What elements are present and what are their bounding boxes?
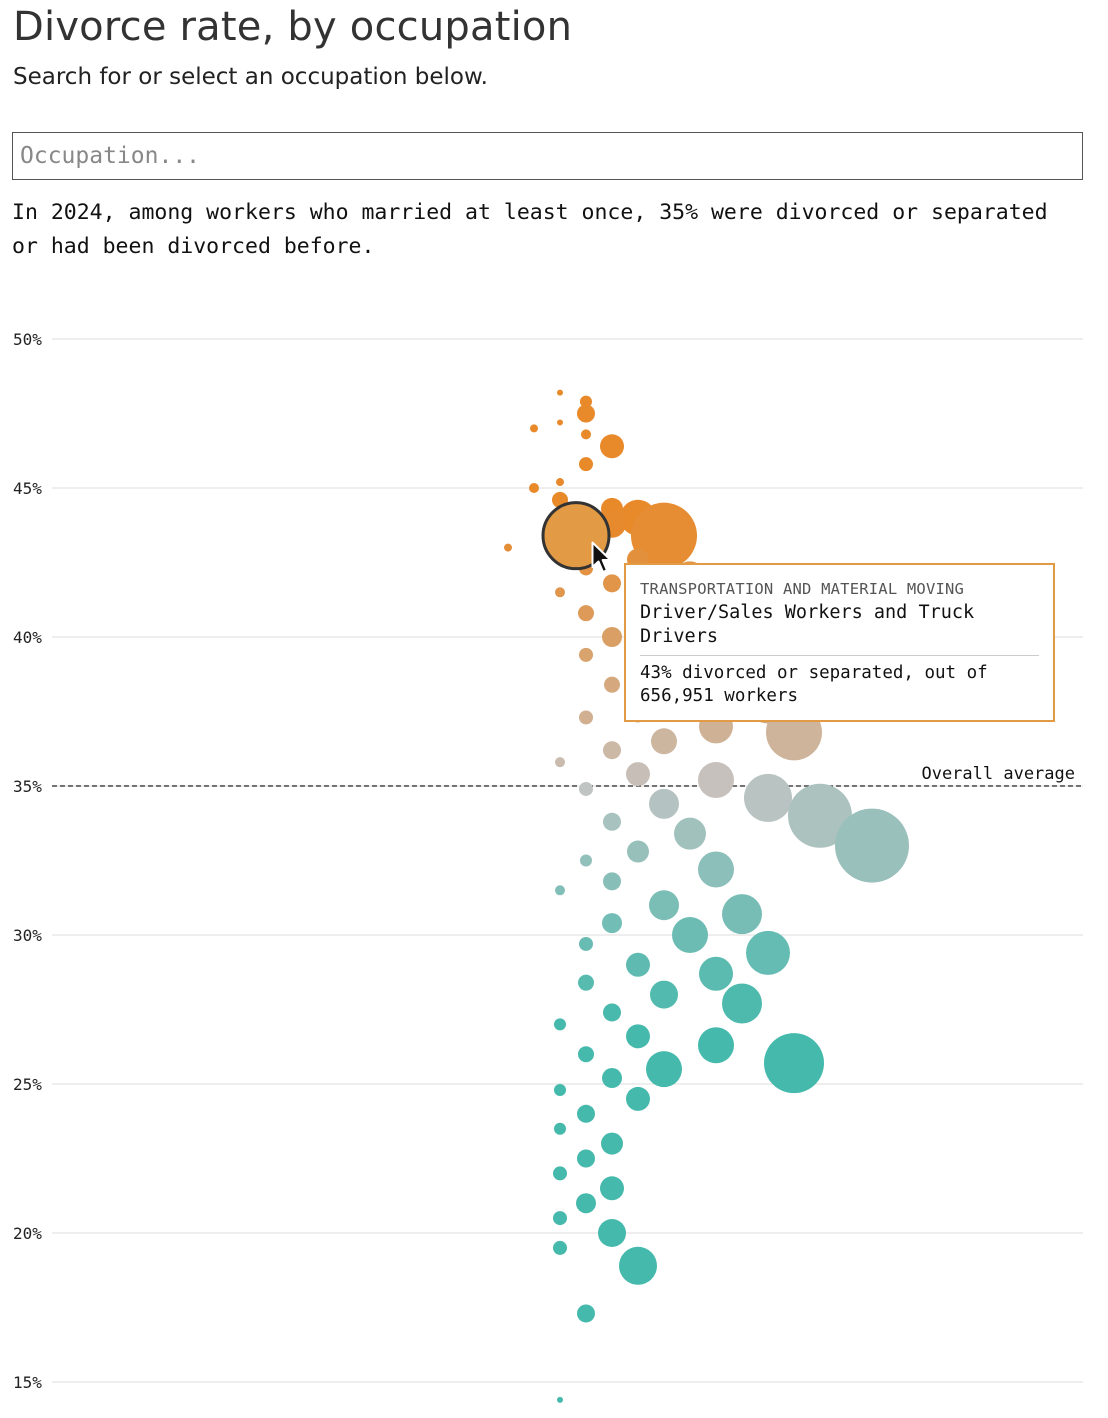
occupation-bubble[interactable] [530, 424, 538, 433]
mouse-cursor-icon [591, 541, 612, 573]
occupation-bubble[interactable] [631, 502, 697, 569]
occupation-bubble[interactable] [698, 1027, 734, 1064]
y-tick-label: 15% [13, 1373, 42, 1392]
occupation-bubble[interactable] [557, 419, 563, 426]
occupation-bubble[interactable] [555, 885, 565, 896]
occupation-bubble[interactable] [555, 757, 565, 768]
occupation-bubble[interactable] [555, 587, 565, 598]
occupation-tooltip: TRANSPORTATION AND MATERIAL MOVING Drive… [624, 563, 1055, 722]
occupation-bubble[interactable] [722, 983, 762, 1024]
occupation-bubble[interactable] [578, 605, 594, 622]
occupation-bubble[interactable] [557, 1396, 563, 1403]
occupation-bubble[interactable] [529, 483, 539, 493]
occupation-bubble[interactable] [577, 1149, 595, 1168]
y-tick-label: 30% [13, 926, 42, 945]
occupation-bubble[interactable] [788, 783, 852, 848]
occupation-bubble[interactable] [580, 854, 592, 867]
occupation-bubble[interactable] [581, 429, 591, 440]
occupation-bubble[interactable] [601, 1132, 623, 1155]
occupation-bubble[interactable] [603, 574, 621, 593]
y-tick-label: 25% [13, 1075, 42, 1094]
occupation-bubble[interactable] [553, 1240, 567, 1255]
occupation-bubble[interactable] [598, 1219, 626, 1247]
y-tick-label: 45% [13, 479, 42, 498]
occupation-bubble[interactable] [603, 872, 621, 891]
occupation-bubble[interactable] [578, 1046, 594, 1063]
occupation-bubble[interactable] [504, 543, 512, 552]
occupation-bubble[interactable] [604, 676, 620, 693]
occupation-bubble[interactable] [627, 840, 649, 863]
occupation-bubble[interactable] [579, 936, 593, 951]
occupation-search-input[interactable] [12, 132, 1083, 180]
page-subtitle: Search for or select an occupation below… [13, 64, 488, 90]
occupation-bubble[interactable] [602, 627, 622, 647]
occupation-bubble[interactable] [603, 812, 621, 831]
occupation-bubble[interactable] [744, 773, 792, 822]
page-title: Divorce rate, by occupation [13, 4, 573, 50]
occupation-bubble[interactable] [553, 1211, 567, 1226]
occupation-bubble[interactable] [579, 457, 593, 472]
occupation-bubble[interactable] [580, 395, 592, 408]
occupation-bubble[interactable] [579, 781, 593, 796]
occupation-bubble[interactable] [577, 1104, 595, 1123]
tooltip-category: TRANSPORTATION AND MATERIAL MOVING [640, 580, 965, 598]
occupation-bubble[interactable] [577, 1304, 595, 1323]
occupation-bubble[interactable] [674, 817, 706, 850]
occupation-bubble[interactable] [698, 851, 734, 888]
occupation-bubble[interactable] [619, 1246, 657, 1285]
y-tick-label: 40% [13, 628, 42, 647]
occupation-bubble[interactable] [722, 894, 762, 935]
summary-text: In 2024, among workers who married at le… [12, 200, 1048, 259]
tooltip-stat: 43% divorced or separated, out of 656,95… [640, 663, 988, 706]
occupation-bubble[interactable] [649, 788, 679, 819]
occupation-bubble[interactable] [764, 1033, 824, 1094]
occupation-bubble[interactable] [579, 647, 593, 662]
occupation-bubble[interactable] [556, 478, 564, 487]
occupation-bubble[interactable] [626, 762, 650, 787]
occupation-bubble[interactable] [626, 1024, 650, 1049]
occupation-bubble[interactable] [672, 917, 708, 953]
occupation-bubble[interactable] [600, 434, 624, 459]
y-tick-label: 20% [13, 1224, 42, 1243]
occupation-bubble[interactable] [698, 762, 734, 799]
occupation-bubble[interactable] [579, 710, 593, 725]
gridlines: 50% 45% 40% 35% 30% 25% 20% 15% [13, 330, 1083, 1392]
occupation-bubble[interactable] [557, 389, 563, 396]
occupation-bubble[interactable] [626, 1086, 650, 1111]
occupation-bubble[interactable] [650, 980, 678, 1009]
occupation-bubble[interactable] [578, 974, 594, 991]
occupation-bubble[interactable] [699, 956, 733, 991]
occupation-bubble[interactable] [554, 1083, 566, 1096]
occupation-bubble[interactable] [577, 404, 595, 423]
occupation-bubble[interactable] [554, 1122, 566, 1135]
occupation-bubble[interactable] [651, 728, 677, 755]
occupation-bubble[interactable] [576, 1193, 596, 1214]
occupation-bubble[interactable] [746, 930, 790, 975]
occupation-bubble[interactable] [603, 1003, 621, 1022]
occupation-bubble[interactable] [649, 890, 679, 921]
occupation-bubble[interactable] [553, 1166, 567, 1181]
occupation-bubble[interactable] [600, 1176, 624, 1201]
tooltip-occupation: Driver/Sales Workers and Truck Drivers [640, 602, 975, 647]
tooltip-divider [640, 655, 1039, 656]
occupation-bubble[interactable] [626, 952, 650, 977]
occupation-bubble[interactable] [603, 741, 621, 760]
occupation-bubble[interactable] [602, 913, 622, 934]
occupation-bubble[interactable] [646, 1051, 682, 1088]
occupation-bubble[interactable] [554, 1018, 566, 1031]
y-tick-label: 50% [13, 330, 42, 349]
occupation-bubble[interactable] [602, 1068, 622, 1089]
average-label: Overall average [921, 764, 1075, 784]
occupation-bubble[interactable] [835, 808, 909, 883]
overall-average-line: Overall average [52, 764, 1083, 787]
y-tick-label: 35% [13, 777, 42, 796]
